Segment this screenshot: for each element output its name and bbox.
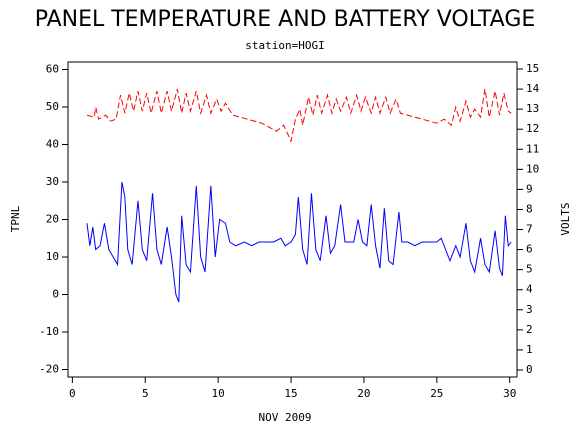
series-line (86, 88, 512, 143)
y2-tick-label: 5 (526, 263, 533, 276)
y2-tick-label: 2 (526, 323, 533, 336)
y2-tick-label: 0 (526, 363, 533, 376)
y2-tick-label: 3 (526, 303, 533, 316)
x-tick-label: 25 (430, 387, 443, 400)
y-tick-label: 50 (46, 100, 59, 113)
y2-tick-label: 15 (526, 62, 539, 75)
y2-tick-label: 1 (526, 343, 533, 356)
x-tick-label: 15 (284, 387, 297, 400)
chart-title: PANEL TEMPERATURE AND BATTERY VOLTAGE (35, 7, 536, 32)
y-tick-label: -20 (39, 363, 59, 376)
y2-tick-label: 12 (526, 122, 539, 135)
y2-tick-label: 9 (526, 182, 533, 195)
x-tick-label: 20 (357, 387, 370, 400)
series-line (86, 181, 512, 303)
y2-axis-label: VOLTS (559, 202, 570, 235)
y2-tick-label: 8 (526, 202, 533, 215)
x-tick-label: 10 (212, 387, 225, 400)
y-tick-label: 30 (46, 175, 59, 188)
x-tick-label: 0 (69, 387, 76, 400)
y-tick-label: 60 (46, 63, 59, 76)
y2-tick-label: 13 (526, 102, 539, 115)
y2-tick-label: 10 (526, 162, 539, 175)
y2-tick-label: 6 (526, 243, 533, 256)
x-tick-label: 30 (503, 387, 516, 400)
y-tick-label: 40 (46, 138, 59, 151)
y-tick-label: 10 (46, 250, 59, 263)
y2-tick-label: 7 (526, 223, 533, 236)
x-tick-label: 5 (142, 387, 149, 400)
y-tick-label: 20 (46, 213, 59, 226)
y-tick-label: -10 (39, 325, 59, 338)
y2-tick-label: 14 (526, 82, 540, 95)
x-axis-label: NOV 2009 (259, 411, 312, 424)
y2-tick-label: 4 (526, 283, 533, 296)
plot-frame (67, 61, 518, 378)
chart-subtitle: station=HOGI (245, 39, 324, 52)
y-axis-label: TPNL (9, 205, 22, 232)
y2-tick-label: 11 (526, 142, 539, 155)
y-tick-label: 0 (52, 288, 59, 301)
